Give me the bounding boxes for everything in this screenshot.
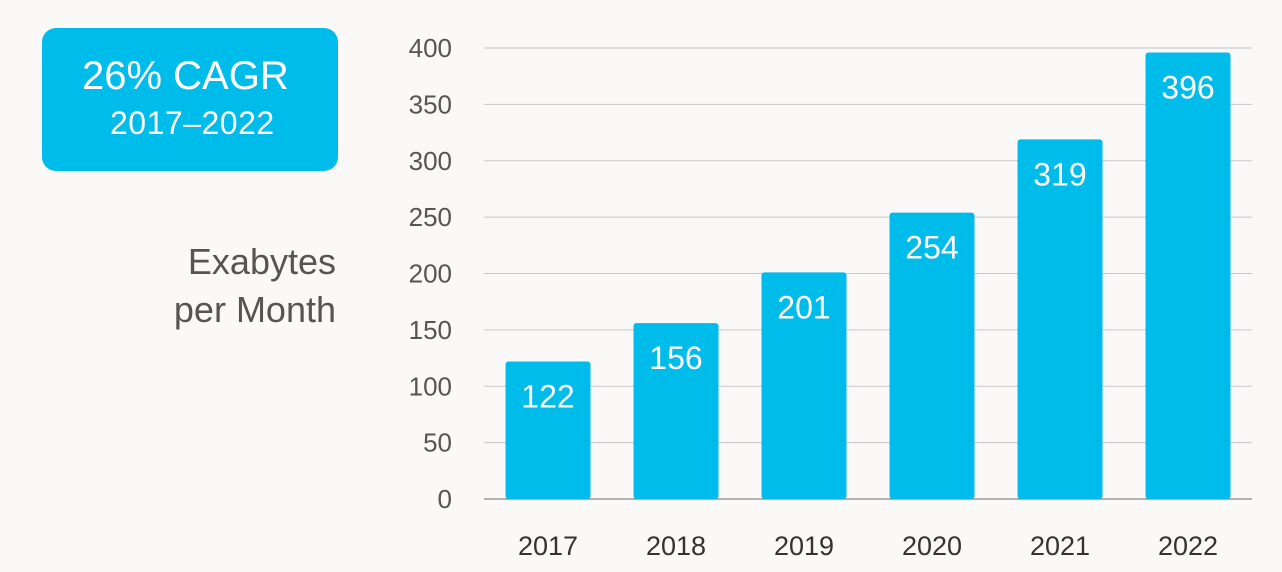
bar-2017	[505, 361, 591, 499]
bar-value-label: 156	[649, 340, 702, 376]
bar-2019	[761, 272, 847, 499]
x-tick-label: 2017	[518, 531, 578, 561]
x-tick-label: 2020	[902, 531, 962, 561]
y-tick-label: 400	[409, 33, 452, 63]
y-axis-ticks: 0 50 100 150 200 250 300 350 400	[409, 33, 452, 514]
bar-2020	[889, 212, 975, 500]
y-tick-label: 250	[409, 202, 452, 232]
cagr-badge: 26% CAGR 2017–2022	[42, 28, 338, 171]
cagr-title: 26% CAGR	[82, 54, 289, 98]
bar-data-labels: 122 156 201 254 319 396	[521, 70, 1214, 415]
cagr-period: 2017–2022	[110, 105, 275, 141]
y-tick-label: 100	[409, 371, 452, 401]
x-tick-label: 2019	[774, 531, 834, 561]
bars	[505, 52, 1231, 500]
x-axis-ticks: 2017 2018 2019 2020 2021 2022	[518, 531, 1218, 561]
bar-value-label: 122	[521, 378, 574, 414]
y-axis-label: Exabytes per Month	[174, 238, 336, 334]
bar-2022	[1145, 52, 1231, 499]
y-tick-label: 150	[409, 315, 452, 345]
x-tick-label: 2022	[1158, 531, 1218, 561]
y-tick-label: 350	[409, 89, 452, 119]
y-axis-label-line-1: Exabytes	[187, 241, 336, 282]
x-tick-label: 2021	[1030, 531, 1090, 561]
x-tick-label: 2018	[646, 531, 706, 561]
y-tick-label: 0	[438, 484, 452, 514]
grid-lines	[484, 47, 1252, 500]
y-axis-label-line-2: per Month	[173, 289, 336, 330]
bar-2018	[633, 323, 719, 499]
y-tick-label: 300	[409, 146, 452, 176]
bar-2021	[1017, 139, 1103, 499]
y-tick-label: 200	[409, 259, 452, 289]
bar-value-label: 201	[777, 289, 830, 325]
bar-value-label: 396	[1161, 70, 1214, 106]
y-tick-label: 50	[423, 428, 452, 458]
bar-value-label: 319	[1033, 156, 1086, 192]
bar-value-label: 254	[905, 230, 958, 266]
